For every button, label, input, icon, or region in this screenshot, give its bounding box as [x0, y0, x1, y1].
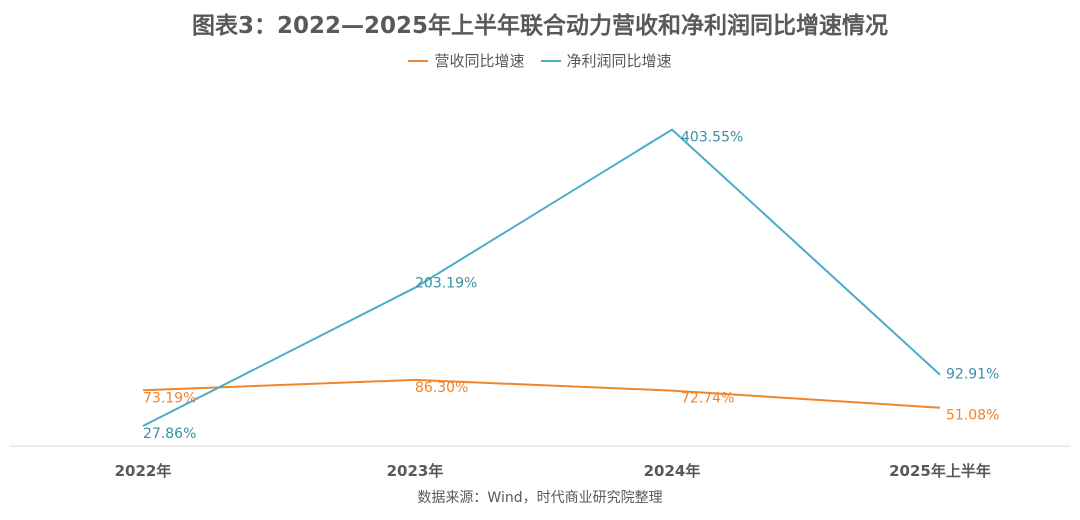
legend-swatch-revenue	[408, 59, 429, 62]
legend-item-revenue: 营收同比增速	[408, 50, 525, 71]
legend-swatch-net-profit	[540, 59, 561, 62]
data-label-net-profit: 203.19%	[415, 276, 477, 292]
series-line-net-profit	[142, 128, 941, 427]
legend-label-net-profit: 净利润同比增速	[566, 52, 672, 70]
data-label-revenue: 86.30%	[415, 380, 468, 396]
data-label-revenue: 73.19%	[143, 390, 196, 406]
legend-item-net-profit: 净利润同比增速	[540, 50, 672, 71]
chart-legend: 营收同比增速 净利润同比增速	[0, 50, 1080, 71]
x-tick-label: 2024年	[644, 462, 701, 480]
series-line-revenue	[142, 378, 941, 409]
source-note: 数据来源：Wind，时代商业研究院整理	[417, 490, 663, 506]
x-tick-label: 2022年	[115, 462, 172, 480]
x-tick-label: 2023年	[387, 462, 444, 480]
x-tick-label: 2025年上半年	[889, 462, 991, 480]
chart-title: 图表3：2022—2025年上半年联合动力营收和净利润同比增速情况	[191, 13, 889, 39]
data-label-net-profit: 92.91%	[946, 367, 999, 383]
data-label-revenue: 51.08%	[946, 408, 999, 424]
data-label-net-profit: 27.86%	[143, 426, 196, 442]
legend-label-revenue: 营收同比增速	[434, 52, 525, 70]
data-label-revenue: 72.74%	[681, 391, 734, 407]
data-label-net-profit: 403.55%	[681, 130, 743, 146]
